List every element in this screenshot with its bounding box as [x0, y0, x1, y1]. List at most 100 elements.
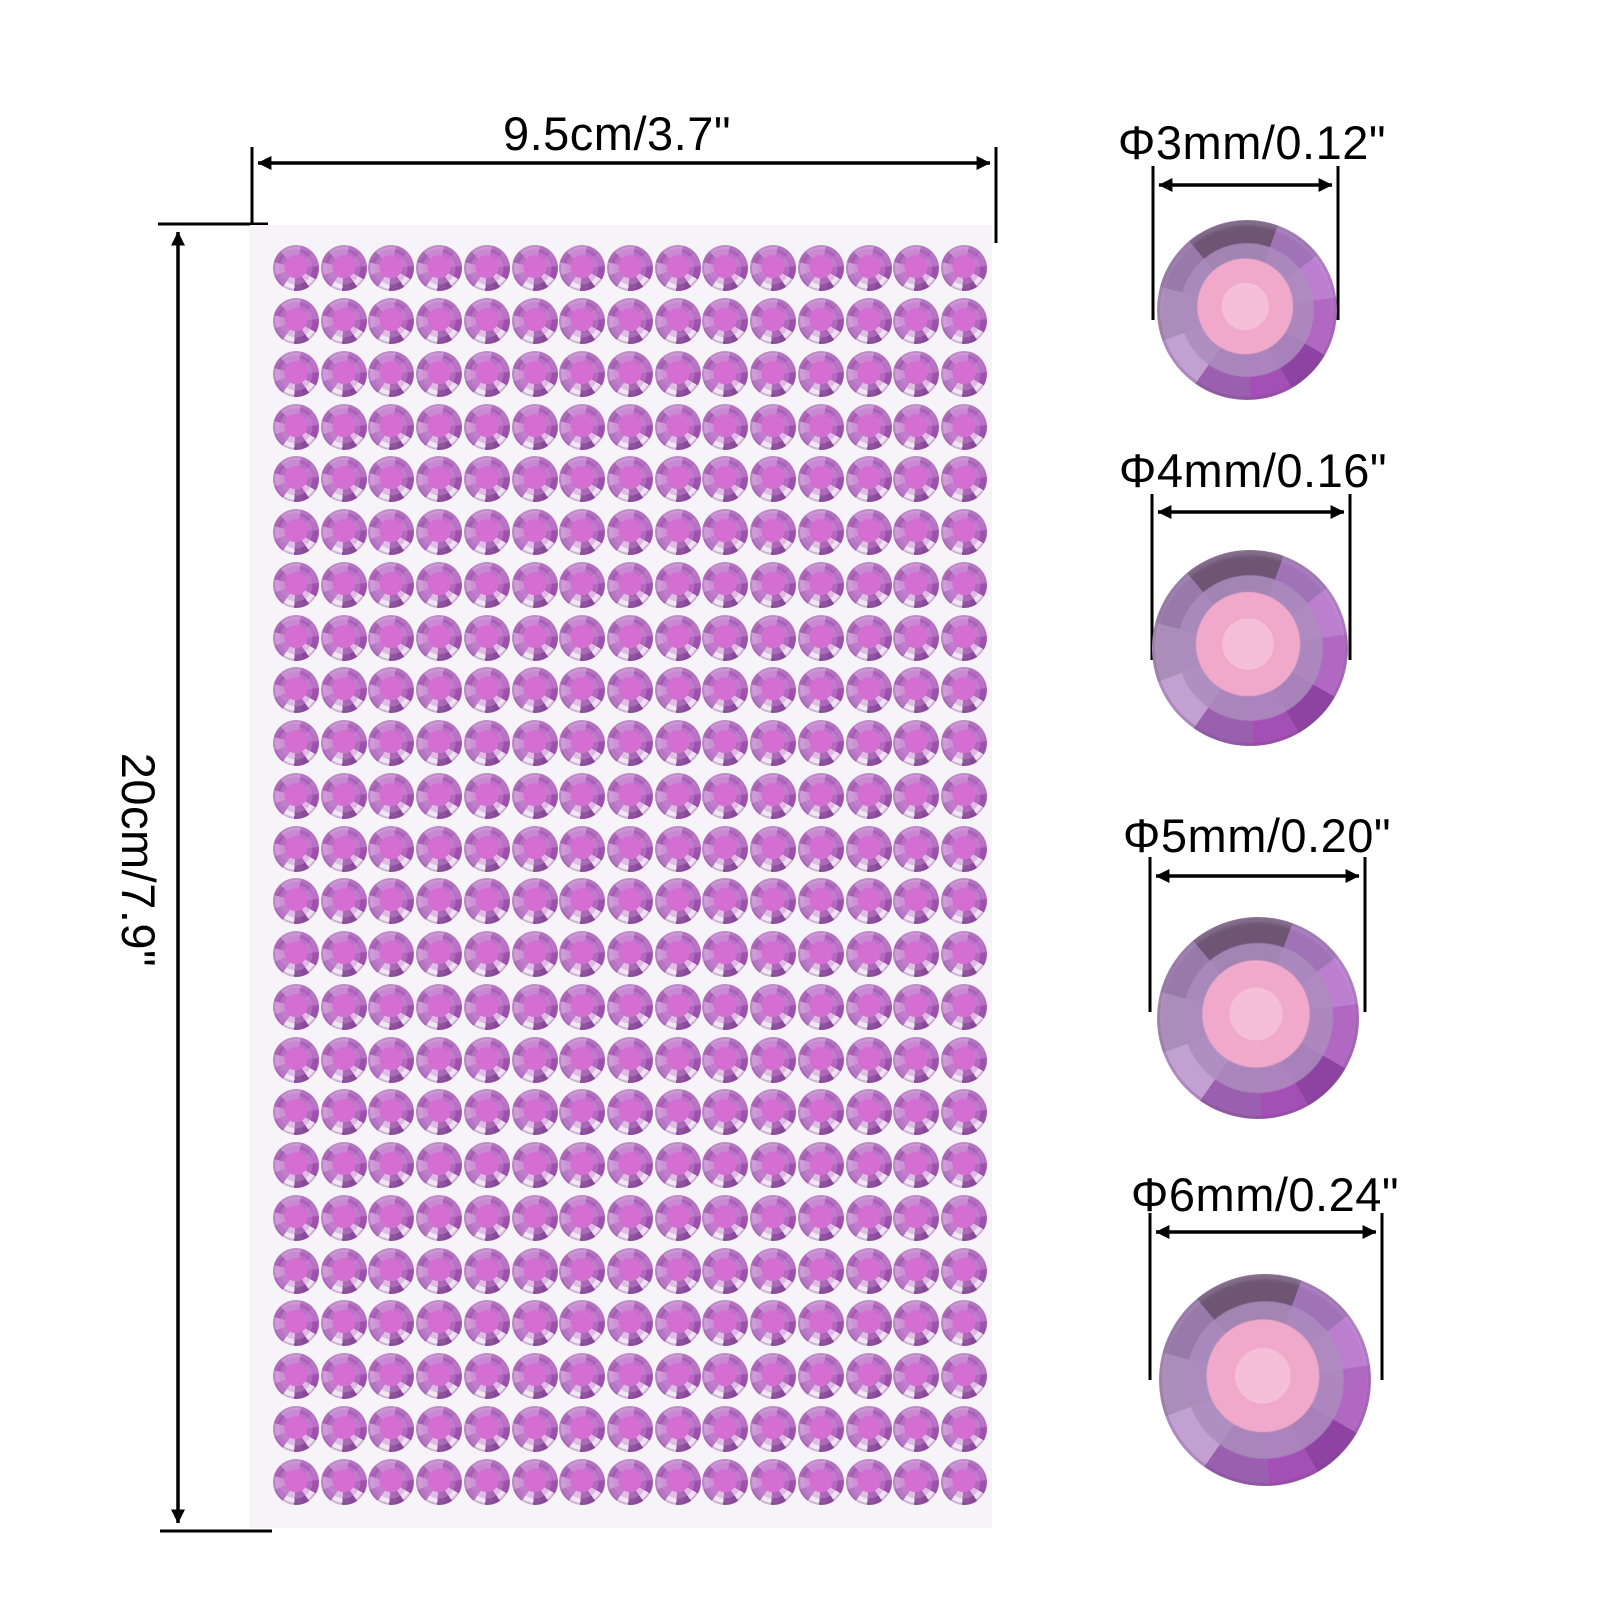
rhinestone [463, 772, 510, 819]
rhinestone [750, 1247, 797, 1294]
rhinestone [654, 1089, 701, 1136]
rhinestone [893, 983, 940, 1030]
rhinestone [797, 245, 844, 292]
rhinestone [416, 1194, 463, 1241]
rhinestone [463, 667, 510, 714]
rhinestone [941, 456, 988, 503]
rhinestone [654, 509, 701, 556]
rhinestone [368, 720, 415, 767]
rhinestone [606, 1458, 653, 1505]
rhinestone [702, 720, 749, 767]
rhinestone [893, 772, 940, 819]
rhinestone [320, 509, 367, 556]
rhinestone [941, 1405, 988, 1452]
rhinestone [702, 825, 749, 872]
rhinestone [893, 350, 940, 397]
rhinestone [606, 1194, 653, 1241]
rhinestone [893, 614, 940, 661]
rhinestone [272, 350, 319, 397]
rhinestone [416, 245, 463, 292]
rhinestone [368, 931, 415, 978]
sheet-height-label: 20cm/7.9" [112, 752, 165, 968]
rhinestone [797, 1247, 844, 1294]
rhinestone [463, 983, 510, 1030]
rhinestone [845, 350, 892, 397]
rhinestone [272, 720, 319, 767]
rhinestone [941, 720, 988, 767]
rhinestone [702, 931, 749, 978]
rhinestone [702, 614, 749, 661]
rhinestone [845, 298, 892, 345]
rhinestone [272, 561, 319, 608]
rhinestone [750, 1194, 797, 1241]
rhinestone [416, 931, 463, 978]
rhinestone-closeup-6mm [1159, 1274, 1371, 1486]
rhinestone [416, 720, 463, 767]
rhinestone [941, 1247, 988, 1294]
rhinestone [702, 561, 749, 608]
rhinestone [750, 456, 797, 503]
rhinestone [845, 456, 892, 503]
rhinestone [463, 561, 510, 608]
rhinestone [845, 1089, 892, 1136]
rhinestone [463, 1458, 510, 1505]
rhinestone [845, 1353, 892, 1400]
rhinestone [416, 509, 463, 556]
rhinestone [797, 1353, 844, 1400]
rhinestone [606, 931, 653, 978]
rhinestone [416, 614, 463, 661]
rhinestone [463, 509, 510, 556]
rhinestone [845, 983, 892, 1030]
rhinestone [320, 1036, 367, 1083]
rhinestone [893, 1089, 940, 1136]
rhinestone [272, 1405, 319, 1452]
rhinestone [797, 1142, 844, 1189]
rhinestone [368, 983, 415, 1030]
rhinestone [941, 1353, 988, 1400]
rhinestone [941, 772, 988, 819]
rhinestone [845, 403, 892, 450]
rhinestone [941, 1036, 988, 1083]
rhinestone [750, 825, 797, 872]
rhinestone [654, 1036, 701, 1083]
rhinestone [797, 403, 844, 450]
rhinestone [368, 614, 415, 661]
rhinestone [272, 403, 319, 450]
rhinestone [941, 878, 988, 925]
rhinestone-closeup-3mm [1157, 220, 1337, 400]
rhinestone [416, 667, 463, 714]
rhinestone [511, 931, 558, 978]
rhinestone [797, 1300, 844, 1347]
rhinestone [941, 983, 988, 1030]
rhinestone [893, 1036, 940, 1083]
rhinestone [368, 1142, 415, 1189]
rhinestone [702, 456, 749, 503]
rhinestone [559, 561, 606, 608]
rhinestone [797, 720, 844, 767]
rhinestone [845, 825, 892, 872]
rhinestone [654, 614, 701, 661]
rhinestone [511, 1089, 558, 1136]
rhinestone [893, 667, 940, 714]
rhinestone [368, 1194, 415, 1241]
rhinestone [368, 1458, 415, 1505]
rhinestone [320, 1353, 367, 1400]
rhinestone [654, 1458, 701, 1505]
rhinestone [845, 1247, 892, 1294]
rhinestone [797, 614, 844, 661]
rhinestone [511, 509, 558, 556]
rhinestone [654, 1353, 701, 1400]
rhinestone [559, 509, 606, 556]
closeup-5mm-label: Φ5mm/0.20" [1122, 809, 1392, 862]
rhinestone [463, 298, 510, 345]
rhinestone [272, 825, 319, 872]
rhinestone [941, 298, 988, 345]
rhinestone-closeup-5mm [1157, 917, 1359, 1119]
rhinestone [702, 1036, 749, 1083]
rhinestone [606, 298, 653, 345]
rhinestone [511, 1194, 558, 1241]
rhinestone [750, 509, 797, 556]
rhinestone [511, 1300, 558, 1347]
rhinestone [272, 1194, 319, 1241]
